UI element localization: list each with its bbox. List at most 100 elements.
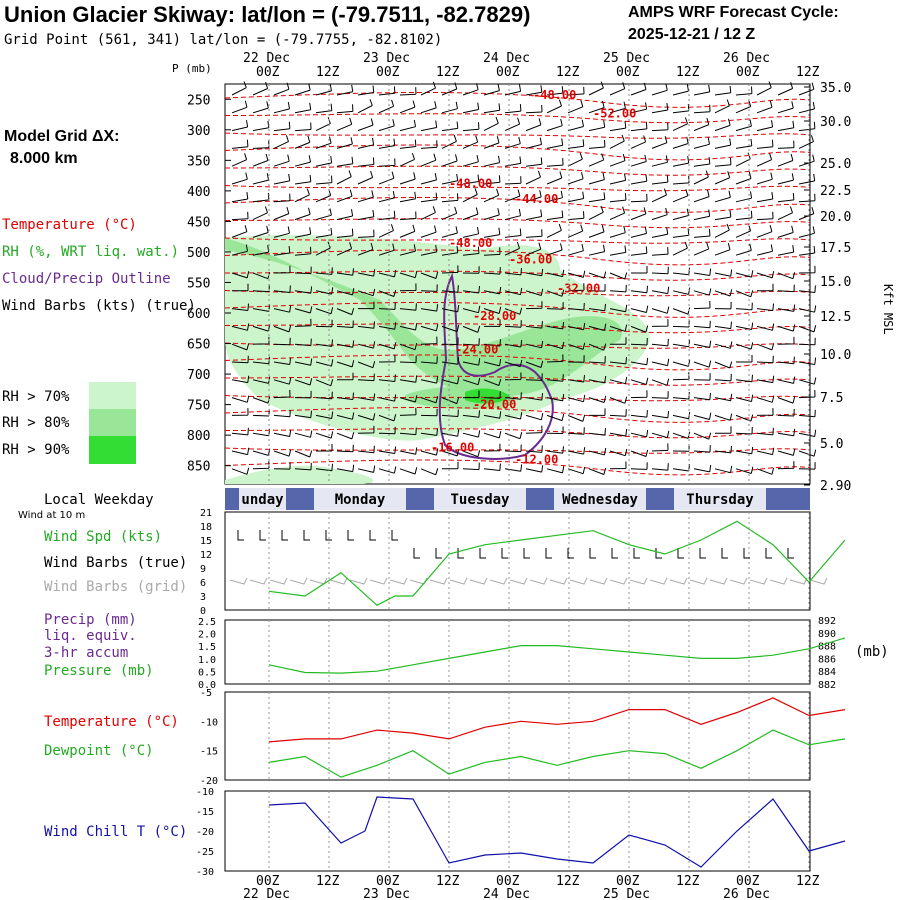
wind-barb <box>357 85 375 96</box>
wind-barb <box>504 444 522 453</box>
wind-barb <box>336 320 354 328</box>
wind-barb <box>777 192 795 203</box>
wind-barb <box>337 372 354 381</box>
wind-barb <box>420 336 438 345</box>
wind-barb <box>693 242 710 256</box>
wind-barb <box>693 445 711 453</box>
wind-barb <box>357 465 376 473</box>
height-kft-label: 35.0 <box>820 81 851 96</box>
wind-barb <box>630 135 647 149</box>
wind-barb <box>609 324 628 332</box>
wind-barb <box>483 378 502 386</box>
wind-barb <box>483 286 502 295</box>
temp-contour <box>224 459 811 476</box>
wind-barb <box>567 191 585 203</box>
wind-barb <box>336 242 353 256</box>
wind-barb <box>714 289 733 297</box>
wind-barb <box>399 244 416 256</box>
wind-barb <box>420 408 438 417</box>
rh70-lower-region <box>225 465 374 484</box>
pressure-label: Pressure (mb) <box>44 663 154 679</box>
wind-barb <box>378 414 397 422</box>
height-kft-label: 30.0 <box>820 115 851 130</box>
wind-barb <box>441 324 460 333</box>
wind-barb <box>567 394 586 403</box>
bottom-hour-label: 00Z <box>736 874 760 889</box>
pressure-level-label: 600 <box>187 307 210 322</box>
grid-barb <box>789 577 808 585</box>
wind-barb <box>756 139 774 149</box>
wind-barb <box>462 338 480 346</box>
legend-rh80: RH > 80% <box>2 415 70 431</box>
wind-barb <box>798 135 814 149</box>
wind-barb <box>483 188 500 203</box>
wind-barb <box>315 84 332 96</box>
wind-barb <box>735 426 753 435</box>
wind-barb <box>546 374 564 382</box>
wind-barb <box>525 393 544 401</box>
bottom-hour-label: 00Z <box>256 874 280 889</box>
wind-barb <box>567 414 586 422</box>
temperature-label: Temperature (°C) <box>44 714 179 730</box>
wind-barb <box>399 152 415 167</box>
dewpoint-line <box>268 729 846 778</box>
wind-barb <box>462 122 480 132</box>
true-barb <box>369 530 376 541</box>
grid-barb <box>469 577 488 585</box>
legend-swatch-rh90 <box>89 436 136 464</box>
wind-barb <box>357 118 374 132</box>
legend-rh70: RH > 70% <box>2 389 70 405</box>
pressure-panel-frame <box>224 619 811 685</box>
weekday-name: Monday <box>335 492 386 508</box>
wind-barb <box>693 117 710 132</box>
pressure-level-label: 300 <box>187 124 210 139</box>
wind-barb <box>777 245 795 256</box>
wind-barb <box>504 340 523 348</box>
wind-barb <box>252 153 269 167</box>
bottom-hour-label: 12Z <box>436 874 460 889</box>
wind-barb <box>336 84 354 96</box>
pressure-level-label: 750 <box>187 399 210 414</box>
grid-barb <box>289 577 308 585</box>
wind-barb <box>294 286 313 294</box>
wind-barb <box>651 430 670 439</box>
wind-barb <box>609 101 626 114</box>
wind-barb <box>756 225 773 238</box>
wind-barb <box>777 304 796 312</box>
true-barb <box>567 548 574 559</box>
wind-chill-tick: -15 <box>196 807 214 818</box>
wind-barb <box>588 428 606 436</box>
wind-barb <box>504 372 522 381</box>
temp-contour <box>224 132 811 139</box>
wind-barb <box>546 446 564 454</box>
wind-barb <box>441 265 459 274</box>
wind-barb <box>630 121 648 132</box>
wind-barb <box>651 247 669 256</box>
true-barb <box>325 530 332 541</box>
grid-barb <box>589 577 608 585</box>
wind-barb <box>588 356 606 364</box>
wind-barb <box>798 285 816 293</box>
wind-barb <box>462 430 481 438</box>
temp-contour <box>224 113 811 124</box>
wind-barb <box>336 268 354 276</box>
wind-barb <box>651 319 669 327</box>
wind-barb <box>273 173 291 185</box>
legend-temperature: Temperature (°C) <box>2 217 137 233</box>
wind-barb <box>399 87 417 96</box>
wind-barb <box>273 325 292 333</box>
bottom-day-label: 22 Dec <box>243 887 290 900</box>
wind-barb <box>420 428 438 436</box>
grid-point-label: Grid Point (561, 341) lat/lon = (-79.775… <box>4 32 443 48</box>
true-barb <box>413 548 420 559</box>
wind-barb <box>231 343 250 351</box>
wind-barb <box>294 266 312 275</box>
wind-barb <box>735 210 753 221</box>
weekday-label: Local Weekday <box>44 492 154 508</box>
wind-barb <box>294 430 313 438</box>
wind-barb <box>756 343 775 351</box>
wind-barb <box>588 395 607 403</box>
wind-barb <box>232 283 249 292</box>
wind-barb <box>693 170 709 185</box>
pressure-level-label: 250 <box>187 93 210 108</box>
